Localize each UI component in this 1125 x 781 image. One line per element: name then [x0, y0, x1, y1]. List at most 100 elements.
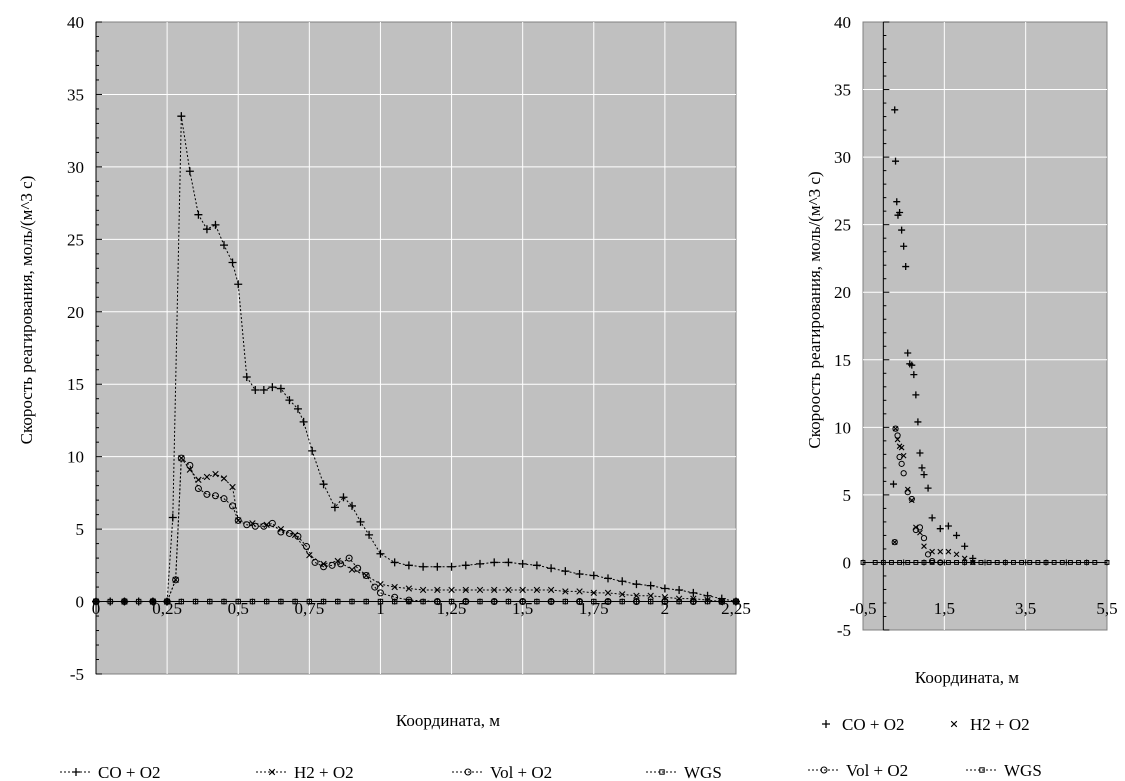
right-x-tick-labels: -0,5 1,5 3,5 5,5 [850, 599, 1118, 618]
right-point-wgs [1076, 560, 1081, 565]
left-point-co-o2 [348, 501, 356, 510]
left-point-h2-o2 [405, 585, 413, 592]
left-point-h2-o2 [306, 552, 313, 559]
left-point-co-o2 [234, 280, 243, 289]
left-point-co-o2 [618, 577, 627, 586]
right-series-wgs [860, 560, 1110, 565]
left-point-co-o2 [251, 386, 260, 395]
left-point-h2-o2 [547, 586, 555, 594]
left-point-co-o2 [404, 561, 413, 570]
left-point-wgs [178, 598, 185, 605]
left-point-h2-o2 [434, 586, 441, 594]
left-point-h2-o2 [203, 473, 211, 481]
left-x-tick-label: 1,5 [512, 599, 533, 618]
right-point-co-o2 [916, 449, 924, 457]
left-point-h2-o2 [220, 475, 228, 482]
left-point-wgs [335, 598, 341, 605]
right-point-co-o2 [944, 522, 952, 530]
left-point-h2-o2 [533, 586, 541, 594]
right-point-co-o2 [893, 198, 901, 206]
right-x-tick-label: 1,5 [934, 599, 955, 618]
right-point-h2-o2 [921, 543, 927, 550]
left-point-co-o2 [194, 210, 203, 219]
left-point-vol-o2 [391, 593, 399, 601]
left-x-tick-label: 0 [92, 599, 101, 618]
right-x-tick-label: 3,5 [1015, 599, 1036, 618]
right-y-tick-label: 40 [834, 13, 851, 32]
left-point-wgs [249, 598, 256, 605]
right-point-co-o2 [910, 371, 918, 379]
left-point-vol-o2 [203, 490, 211, 498]
left-y-tick-label: -5 [70, 665, 84, 684]
left-y-tick-labels: -5 0 5 10 15 20 25 30 35 40 [67, 13, 84, 684]
right-point-wgs [1043, 560, 1049, 565]
left-series-layer [92, 112, 740, 606]
right-point-h2-o2 [937, 548, 944, 555]
right-legend-marker [979, 767, 985, 773]
left-point-vol-o2 [302, 542, 310, 550]
right-point-h2-o2 [898, 444, 905, 451]
left-point-wgs [135, 598, 142, 605]
left-point-vol-o2 [320, 563, 328, 571]
left-point-wgs [647, 598, 654, 605]
left-point-h2-o2 [419, 586, 427, 594]
left-x-tick-label: 1,25 [437, 599, 467, 618]
left-point-vol-o2 [211, 492, 219, 500]
right-point-vol-o2 [891, 539, 898, 546]
left-x-tick-label: 2 [661, 599, 670, 618]
right-y-tick-label: 10 [834, 418, 851, 437]
left-point-h2-o2 [590, 589, 597, 597]
left-point-wgs [719, 598, 725, 605]
left-point-wgs [221, 598, 227, 605]
left-y-axis-title: Скорость реагирования, моль/(м^3 с) [17, 176, 36, 445]
right-point-h2-o2 [908, 497, 915, 504]
right-point-wgs [889, 560, 894, 565]
right-point-co-o2 [924, 484, 932, 492]
left-point-co-o2 [461, 561, 470, 570]
right-point-co-o2 [892, 157, 900, 165]
right-point-vol-o2 [898, 460, 905, 467]
left-point-co-o2 [433, 562, 442, 571]
left-point-vol-o2 [371, 583, 379, 591]
right-point-wgs [986, 560, 992, 565]
left-point-wgs [164, 598, 170, 605]
left-y-tick-label: 0 [76, 593, 85, 612]
left-point-h2-o2 [633, 592, 640, 599]
right-point-co-o2 [890, 480, 897, 488]
left-point-wgs [235, 598, 241, 605]
left-point-wgs [733, 598, 739, 605]
left-point-co-o2 [547, 564, 556, 573]
left-point-vol-o2 [220, 495, 228, 503]
left-point-wgs [306, 598, 313, 605]
left-point-co-o2 [285, 396, 294, 405]
left-y-tick-label: 25 [67, 230, 84, 249]
left-point-wgs [292, 598, 298, 605]
right-legend-marker [822, 720, 830, 728]
left-point-h2-o2 [562, 588, 569, 595]
left-point-wgs [619, 598, 625, 605]
left-legend-item-h2-o2: H2 + O2 [256, 763, 354, 781]
left-point-h2-o2 [377, 580, 384, 588]
right-point-vol-o2 [904, 489, 911, 496]
left-x-tick-label: 1,75 [579, 599, 609, 618]
left-point-h2-o2 [212, 470, 219, 478]
left-point-co-o2 [447, 562, 456, 571]
left-point-co-o2 [660, 584, 669, 593]
left-point-vol-o2 [251, 522, 259, 530]
left-point-h2-o2 [334, 557, 341, 565]
left-point-co-o2 [365, 530, 374, 539]
right-y-tick-label: 5 [843, 486, 852, 505]
right-point-wgs [1051, 560, 1057, 565]
right-point-co-o2 [961, 542, 969, 550]
right-legend-item-wgs: WGS [966, 761, 1042, 780]
right-point-wgs [897, 560, 903, 565]
right-point-vol-o2 [937, 559, 944, 566]
left-point-wgs [505, 598, 512, 605]
left-point-vol-o2 [354, 564, 362, 572]
right-y-tick-label: 15 [834, 351, 851, 370]
left-point-wgs [534, 598, 540, 605]
left-point-h2-o2 [647, 592, 654, 599]
left-point-co-o2 [211, 220, 220, 229]
left-point-wgs [562, 598, 569, 605]
